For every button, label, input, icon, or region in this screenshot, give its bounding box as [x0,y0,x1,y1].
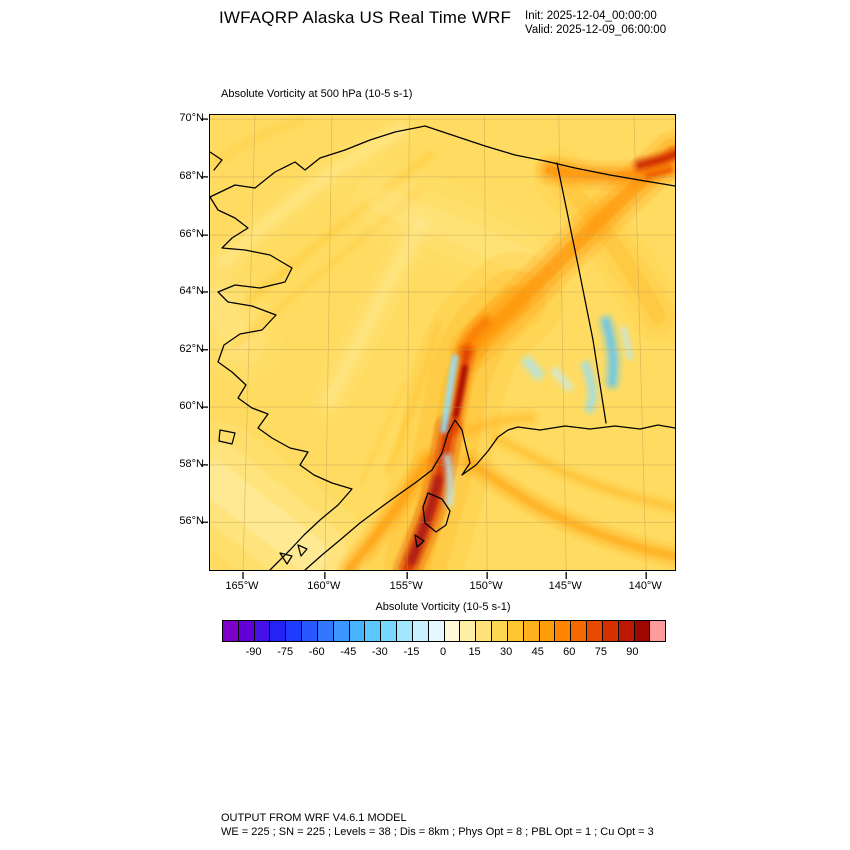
x-axis-label: 160°W [307,580,341,592]
colorbar-tick-label: -15 [403,646,420,658]
footer-config-line: WE = 225 ; SN = 225 ; Levels = 38 ; Dis … [221,826,654,838]
colorbar-tick-label: -90 [245,646,262,658]
vorticity-field-canvas [210,115,675,570]
colorbar-segment [554,621,571,641]
colorbar-tick-label: 60 [563,646,576,658]
run-time-block: Init: 2025-12-04_00:00:00 Valid: 2025-12… [525,9,666,37]
x-axis-label: 145°W [548,580,582,592]
colorbar-segment [427,621,444,641]
graticule-meridian [324,114,333,571]
colorbar-segment [506,621,523,641]
kodiak-island [422,492,451,533]
colorbar-segment [649,621,666,641]
arctic-coastline [209,125,676,198]
colorbar-tick-label: -60 [308,646,325,658]
colorbar-segment [332,621,349,641]
west-coastline [209,196,353,571]
y-axis-label: 62°N [179,342,204,355]
y-axis-label: 60°N [179,400,204,413]
colorbar-segment [380,621,397,641]
colorbar-segment [601,621,618,641]
colorbar-tick-label: 75 [594,646,607,658]
colorbar-segment [538,621,555,641]
colorbar-segment [223,621,238,641]
colorbar-tick-label: 0 [439,646,447,658]
colorbar-tick-label: 45 [531,646,544,658]
colorbar-tick-label: 90 [626,646,639,658]
colorbar-segment [411,621,428,641]
colorbar-segment [570,621,587,641]
chukchi-coast-fragment [209,151,223,171]
colorbar-label: Absolute Vorticity (10-5 s-1) [375,601,511,613]
x-axis-label: 140°W [628,580,662,592]
colorbar-segment [586,621,602,641]
colorbar-segment [316,621,333,641]
colorbar-segment [522,621,539,641]
colorbar-segment [396,621,412,641]
graticule-meridian [633,114,647,571]
colorbar-segment [269,621,286,641]
colorbar-tick-label: -45 [340,646,357,658]
colorbar-tick-label: -75 [277,646,294,658]
colorbar-segment [253,621,270,641]
colorbar-segment [237,621,254,641]
colorbar-segment [475,621,492,641]
colorbar-segment [285,621,302,641]
y-axis-label: 66°N [179,228,204,241]
colorbar-segment [459,621,476,641]
graticule-meridian [484,114,488,571]
x-axis-label: 165°W [225,580,259,592]
gulf-coastline [304,419,676,571]
colorbar-tick-label: 30 [500,646,513,658]
plot-subtitle: Absolute Vorticity at 500 hPa (10-5 s-1) [221,88,413,100]
colorbar-segment [617,621,634,641]
colorbar [222,620,666,642]
y-axis-label: 68°N [179,169,204,182]
field-clip [210,115,675,570]
graticule-meridian [558,114,567,571]
x-axis-label: 155°W [389,580,423,592]
colorbar-segment [633,621,650,641]
y-axis-label: 56°N [179,515,204,528]
y-axis-label: 64°N [179,284,204,297]
colorbar-segment [491,621,507,641]
graticule-meridian [242,114,256,571]
map-plot [201,114,676,579]
colorbar-tick-label: 15 [468,646,481,658]
colorbar-segment [364,621,381,641]
peninsula-islet-1 [279,552,293,565]
kodiak-islet [414,534,425,548]
nunivak-island [218,429,236,445]
map-overlay-svg [201,114,676,579]
colorbar-segment [348,621,365,641]
page-title: IWFAQRP Alaska US Real Time WRF [218,8,512,27]
valid-time-label: Valid: 2025-12-09_06:00:00 [525,24,667,36]
colorbar-segment [301,621,317,641]
y-axis-label: 70°N [179,112,204,125]
x-axis-label: 150°W [469,580,503,592]
peninsula-islet-2 [297,544,308,557]
init-time-label: Init: 2025-12-04_00:00:00 [525,10,657,22]
colorbar-tick-label: -30 [371,646,388,658]
footer-model-line: OUTPUT FROM WRF V4.6.1 MODEL [221,812,407,824]
y-axis-label: 58°N [179,457,204,470]
colorbar-segment [443,621,460,641]
graticule-meridian [406,114,410,571]
alaska-canada-border [556,162,607,424]
